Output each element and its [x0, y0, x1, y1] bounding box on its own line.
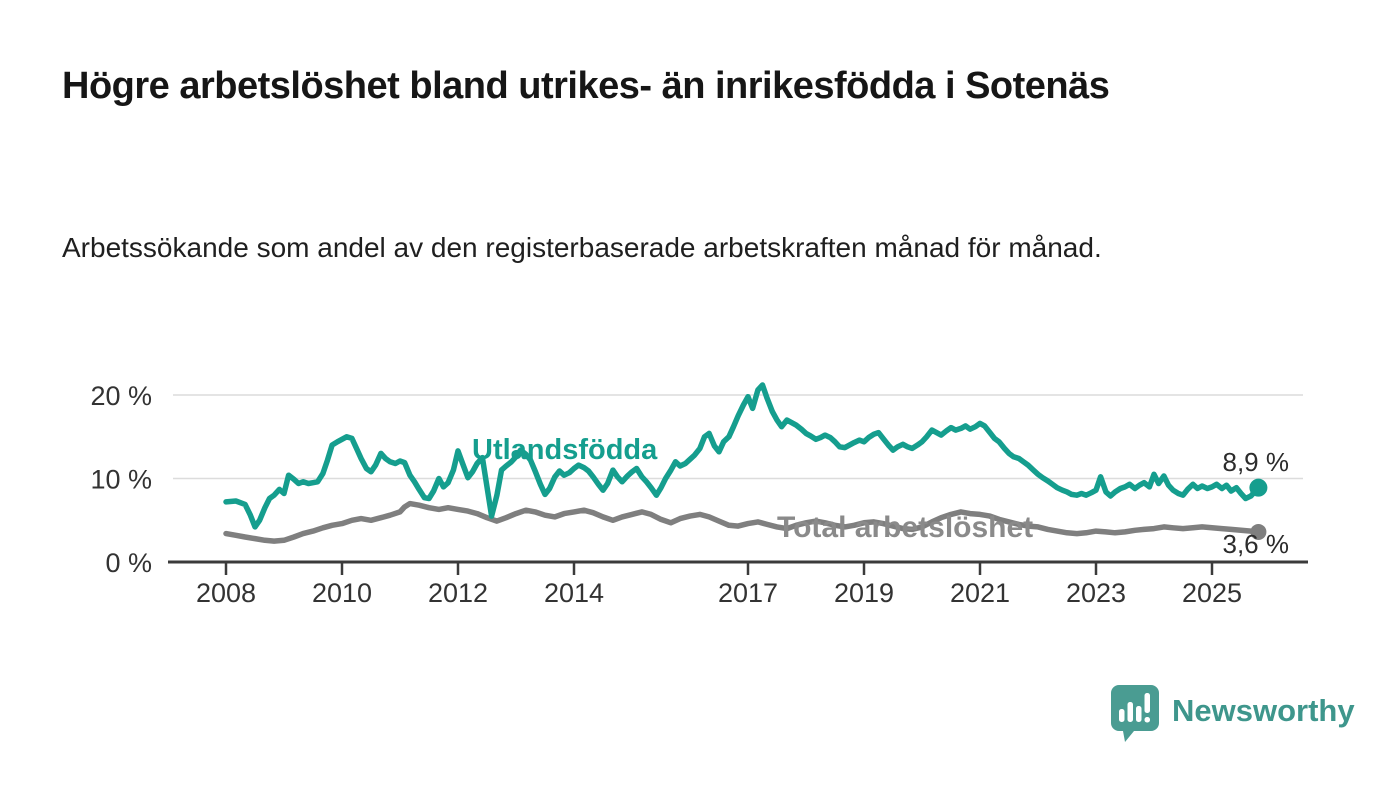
logo-bubble-shape: [1111, 685, 1159, 742]
end-value-label-total: 3,6 %: [1223, 529, 1290, 559]
page-subtitle: Arbetssökande som andel av den registerb…: [62, 232, 1102, 263]
series-label-utlandsfodda: Utlandsfödda: [472, 434, 658, 466]
x-tick-label-2008: 2008: [196, 578, 256, 608]
series-line-utlandsfodda: [223, 382, 1262, 530]
x-tick-label-2010: 2010: [312, 578, 372, 608]
y-tick-label-10: 10 %: [90, 465, 152, 495]
newsworthy-logo: Newsworthy: [1106, 678, 1358, 744]
end-value-label-utlandsfodda: 8,9 %: [1223, 447, 1290, 477]
y-tick-label-20: 20 %: [90, 381, 152, 411]
logo-exclamation-dot: [1144, 717, 1150, 723]
x-tick-label-2021: 2021: [950, 578, 1010, 608]
series-end-dot-utlandsfodda: [1249, 478, 1268, 497]
logo-barchart-icon: [1119, 693, 1150, 723]
newsworthy-logo-icon: [1111, 685, 1159, 742]
brand-name: Newsworthy: [1172, 693, 1355, 728]
x-tick-label-2019: 2019: [834, 578, 894, 608]
gridlines: [173, 394, 1303, 480]
page-title: Högre arbetslöshet bland utrikes- än inr…: [62, 65, 1110, 107]
x-axis: 2008 2010 2012 2014 2017 2019 2021 2023 2025: [168, 560, 1308, 608]
x-tick-label-2014: 2014: [544, 578, 604, 608]
series-label-total: Total arbetslöshet: [777, 511, 1033, 544]
x-tick-label-2025: 2025: [1182, 578, 1242, 608]
series-lines: [223, 382, 1268, 544]
x-tick-label-2012: 2012: [428, 578, 488, 608]
logo-exclamation-bar: [1144, 693, 1150, 713]
y-tick-label-0: 0 %: [105, 548, 152, 578]
x-tick-label-2017: 2017: [718, 578, 778, 608]
chart-labels: 0 % 10 % 20 % Total arbetslöshet Utlandsfödd…: [90, 381, 1289, 578]
x-tick-label-2023: 2023: [1066, 578, 1126, 608]
series-line-total: [223, 500, 1262, 544]
series-end-dot-total: [1250, 523, 1267, 540]
